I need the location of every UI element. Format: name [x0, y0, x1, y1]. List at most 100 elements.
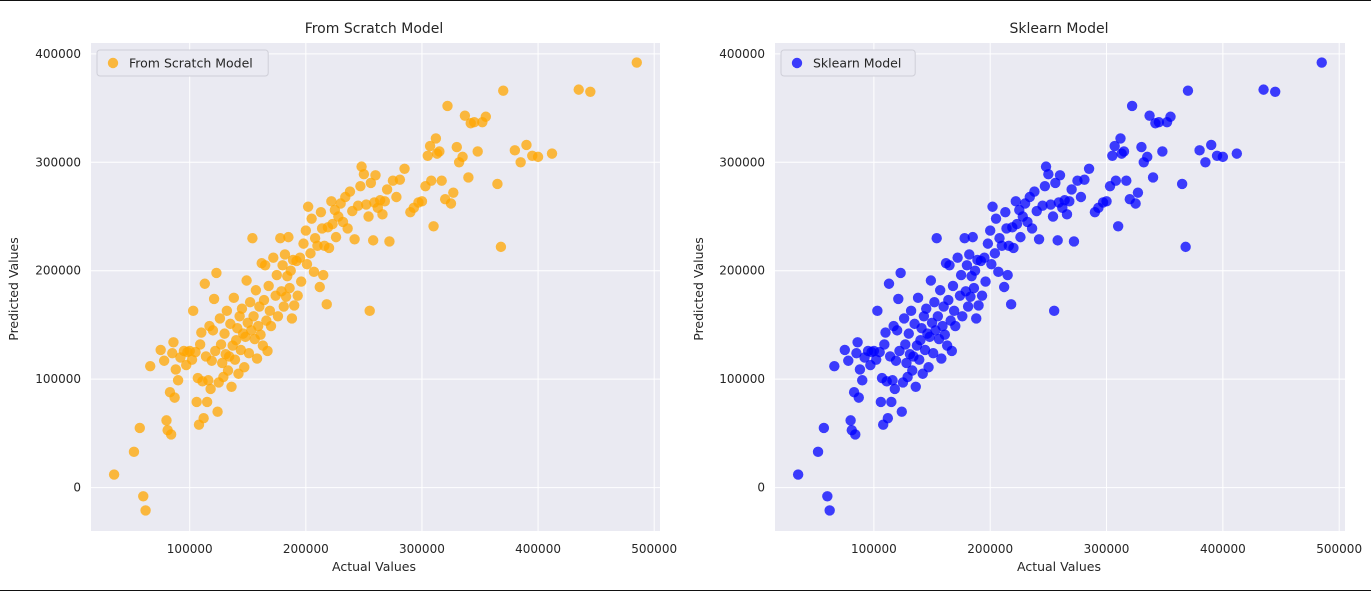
sklearn-model-point [915, 334, 926, 346]
scratch-model-point [384, 236, 395, 247]
sklearn-model-x-tick-label: 300000 [1084, 542, 1130, 556]
scratch-model-point [459, 110, 471, 121]
sklearn-model-point [946, 345, 958, 357]
sklearn-model-point [857, 375, 868, 386]
scratch-model-point [495, 241, 507, 253]
scratch-model-point [134, 422, 145, 434]
sklearn-model-legend: Sklearn Model [780, 49, 916, 77]
sklearn-model-point [898, 313, 910, 324]
sklearn-model-point [990, 213, 1002, 224]
scratch-model-point [278, 301, 289, 312]
sklearn-model-y-tick-label: 100000 [719, 372, 765, 386]
scratch-model-point [222, 365, 234, 376]
sklearn-model-y-tick-label: 0 [757, 481, 765, 495]
sklearn-model-point [886, 396, 897, 408]
scratch-model-point [239, 362, 250, 373]
scratch-model-point [161, 415, 172, 426]
sklearn-model-point [986, 259, 997, 270]
scratch-model-point [424, 140, 436, 152]
scratch-model-point [228, 292, 240, 304]
scratch-model-point [280, 291, 292, 302]
scratch-model-point [167, 347, 178, 359]
sklearn-model-point [854, 364, 866, 375]
scratch-model-point [251, 353, 263, 364]
sklearn-model-point [1231, 148, 1243, 159]
scratch-model-point [272, 311, 284, 322]
sklearn-model-point [925, 275, 937, 286]
scratch-model-point [451, 141, 462, 153]
scratch-model-point [298, 238, 309, 249]
scratch-model-point [463, 172, 474, 183]
sklearn-model-point [1118, 146, 1130, 157]
scratch-model-point [472, 146, 483, 157]
scratch-model-point [585, 86, 596, 98]
sklearn-model-point [1043, 169, 1054, 180]
scratch-model-point [521, 139, 532, 151]
scratch-model-point [330, 231, 342, 243]
sklearn-model-point [1054, 170, 1066, 181]
sklearn-model-point [1047, 211, 1059, 222]
scratch-model-point [169, 392, 180, 403]
scratch-model-ylabel: Predicted Values [6, 237, 21, 341]
sklearn-model-point [1079, 174, 1090, 185]
sklearn-model-point [880, 327, 891, 338]
sklearn-model-point [905, 305, 917, 317]
scratch-model-point [244, 296, 256, 308]
scratch-model-point [271, 269, 282, 281]
scratch-model-point [258, 294, 270, 306]
scratch-model-point [265, 320, 277, 332]
sklearn-model-x-tick-label: 500000 [1316, 542, 1362, 556]
scratch-model-y-tick-label: 400000 [35, 47, 81, 61]
scratch-model-point [262, 345, 273, 357]
sklearn-model-point [1165, 111, 1176, 122]
sklearn-model-point [852, 337, 863, 348]
sklearn-model-point [1033, 234, 1045, 245]
sklearn-model-point [1052, 235, 1063, 246]
scratch-model-point [358, 169, 370, 180]
scratch-model-point [364, 305, 375, 317]
scratch-model-point [140, 505, 151, 516]
sklearn-model-point [950, 320, 961, 332]
scratch-model-point [236, 303, 248, 314]
sklearn-model-point [910, 381, 921, 392]
scratch-model-point [172, 375, 184, 386]
scratch-model-point [294, 252, 306, 263]
scratch-model-point [217, 357, 228, 369]
scratch-model-point [108, 469, 120, 480]
scratch-model-point [492, 178, 503, 190]
scratch-model-point [436, 175, 447, 186]
sklearn-model-point [1112, 221, 1124, 232]
scratch-model-point [283, 231, 294, 243]
scratch-model-point [207, 325, 219, 336]
scratch-model-point [302, 201, 314, 212]
sklearn-model-point [982, 238, 994, 249]
sklearn-model-point [887, 375, 898, 386]
scratch-model-point [279, 249, 291, 260]
sklearn-model-point [829, 360, 840, 372]
scratch-model-point [498, 85, 509, 96]
sklearn-model-point [900, 339, 911, 350]
sklearn-model-point [1115, 133, 1126, 144]
scratch-model-point [301, 259, 313, 270]
scratch-model-point [277, 260, 288, 271]
scratch-model-point [155, 344, 166, 356]
scratch-model-point [469, 116, 480, 128]
scratch-model-point [263, 280, 274, 292]
sklearn-model-point [1039, 180, 1051, 192]
sklearn-model-point [1153, 116, 1165, 128]
sklearn-model-point [845, 415, 856, 426]
sklearn-model-point [812, 446, 824, 458]
sklearn-model-point [944, 260, 955, 271]
scratch-model-point [165, 429, 177, 440]
scratch-model-point [259, 260, 271, 271]
scratch-model-point [428, 221, 439, 232]
sklearn-model-point [1050, 177, 1061, 189]
sklearn-model-point [993, 266, 1004, 278]
scratch-model-point [201, 396, 213, 408]
sklearn-model-point [874, 346, 885, 358]
scratch-model-point [365, 177, 377, 189]
scratch-model-x-tick-label: 500000 [631, 542, 677, 556]
scratch-model-point [448, 187, 459, 198]
sklearn-model-axes-background [775, 43, 1345, 531]
